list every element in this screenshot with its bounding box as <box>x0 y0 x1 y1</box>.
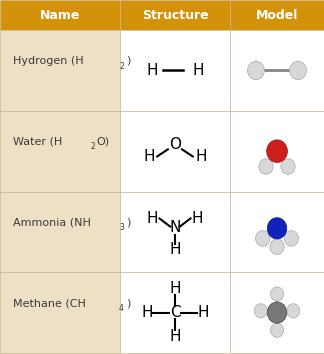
FancyBboxPatch shape <box>230 192 324 272</box>
Text: 3: 3 <box>119 223 124 232</box>
Circle shape <box>271 287 284 301</box>
Circle shape <box>267 218 287 239</box>
Text: H: H <box>146 211 158 226</box>
Text: C: C <box>170 305 180 320</box>
Text: Methane (CH: Methane (CH <box>13 298 86 308</box>
Circle shape <box>284 231 298 246</box>
Text: Name: Name <box>40 8 80 22</box>
FancyBboxPatch shape <box>0 111 120 192</box>
Circle shape <box>270 239 284 255</box>
FancyBboxPatch shape <box>230 30 324 111</box>
FancyBboxPatch shape <box>0 272 120 353</box>
Circle shape <box>267 302 287 323</box>
Text: ): ) <box>126 298 130 308</box>
Text: H: H <box>195 149 207 164</box>
Circle shape <box>287 304 300 318</box>
Circle shape <box>267 140 287 162</box>
FancyBboxPatch shape <box>120 192 230 272</box>
Text: Model: Model <box>256 8 298 22</box>
Text: H: H <box>192 211 203 226</box>
Circle shape <box>271 323 284 337</box>
Text: 2: 2 <box>119 62 124 70</box>
Text: ): ) <box>126 217 130 227</box>
FancyBboxPatch shape <box>120 272 230 353</box>
Text: N: N <box>169 220 181 235</box>
Text: H: H <box>197 305 209 320</box>
Text: Structure: Structure <box>142 8 208 22</box>
FancyBboxPatch shape <box>230 0 324 30</box>
Text: O): O) <box>97 137 110 147</box>
Text: Hydrogen (H: Hydrogen (H <box>13 56 84 66</box>
Circle shape <box>248 61 264 80</box>
FancyBboxPatch shape <box>0 0 120 30</box>
Text: Water (H: Water (H <box>13 137 62 147</box>
Text: H: H <box>143 149 155 164</box>
Text: 4: 4 <box>119 304 124 313</box>
FancyBboxPatch shape <box>0 192 120 272</box>
Circle shape <box>259 159 273 174</box>
FancyBboxPatch shape <box>120 111 230 192</box>
Text: O: O <box>169 137 181 152</box>
Text: 2: 2 <box>90 142 95 151</box>
Text: H: H <box>169 281 181 296</box>
FancyBboxPatch shape <box>0 30 120 111</box>
FancyBboxPatch shape <box>120 30 230 111</box>
Text: H: H <box>192 63 204 78</box>
Text: H: H <box>146 63 158 78</box>
Circle shape <box>290 61 307 80</box>
Circle shape <box>256 231 270 246</box>
FancyBboxPatch shape <box>230 111 324 192</box>
Text: H: H <box>141 305 153 320</box>
Text: ): ) <box>126 56 130 66</box>
Circle shape <box>254 304 267 318</box>
FancyBboxPatch shape <box>230 272 324 353</box>
Text: H: H <box>169 242 181 257</box>
Text: Ammonia (NH: Ammonia (NH <box>13 217 91 227</box>
Circle shape <box>281 159 295 174</box>
Text: H: H <box>169 329 181 344</box>
FancyBboxPatch shape <box>120 0 230 30</box>
